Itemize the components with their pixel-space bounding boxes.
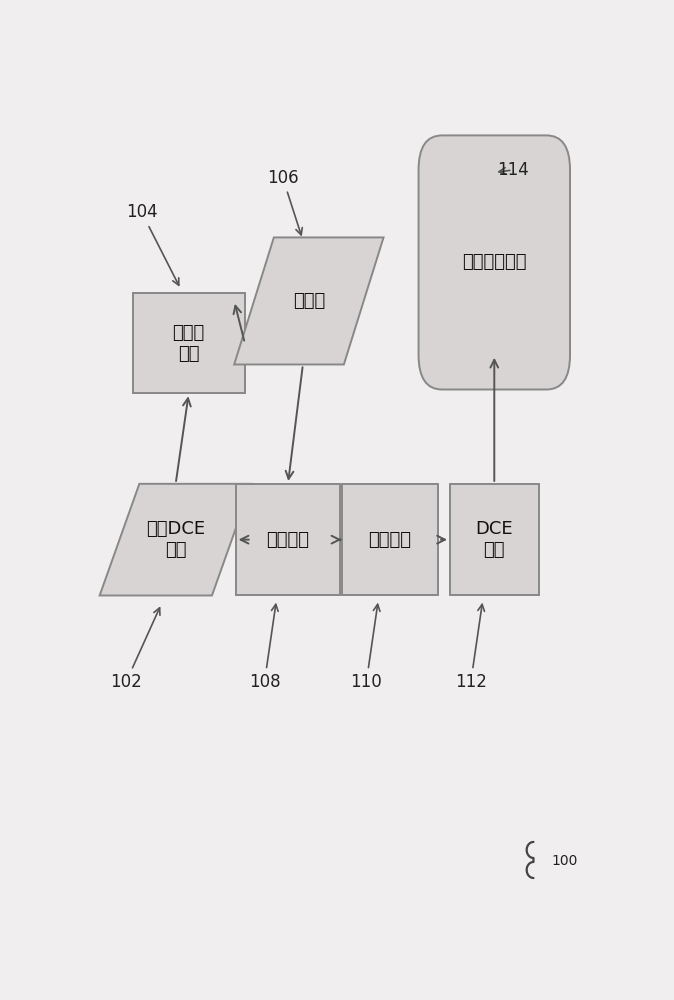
Polygon shape — [100, 484, 251, 595]
Text: 108: 108 — [249, 604, 280, 691]
Text: 106: 106 — [267, 169, 303, 235]
FancyBboxPatch shape — [236, 484, 340, 595]
Text: 112: 112 — [455, 604, 487, 691]
Text: 输出参数映射: 输出参数映射 — [462, 253, 526, 271]
FancyBboxPatch shape — [133, 293, 245, 393]
Polygon shape — [234, 237, 384, 364]
Text: 102: 102 — [110, 608, 160, 691]
Text: 种子点
选择: 种子点 选择 — [173, 324, 205, 363]
Text: 种子点: 种子点 — [293, 292, 325, 310]
Text: 104: 104 — [126, 203, 179, 285]
Text: 114: 114 — [497, 161, 528, 179]
Text: 110: 110 — [350, 604, 382, 691]
FancyBboxPatch shape — [419, 135, 570, 390]
Text: 100: 100 — [552, 854, 578, 868]
FancyBboxPatch shape — [450, 484, 539, 595]
Text: 图像配准: 图像配准 — [368, 531, 411, 549]
Text: 图像分割: 图像分割 — [266, 531, 309, 549]
FancyBboxPatch shape — [342, 484, 438, 595]
Text: DCE
建模: DCE 建模 — [475, 520, 513, 559]
Text: 输入DCE
图像: 输入DCE 图像 — [146, 520, 205, 559]
